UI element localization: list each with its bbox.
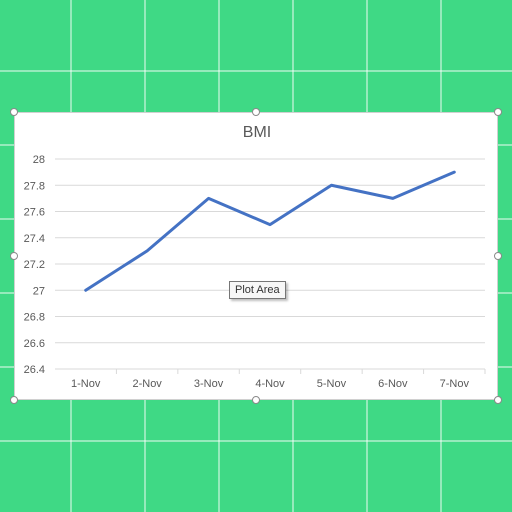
- x-tick-label: 6-Nov: [378, 378, 408, 390]
- y-tick-label: 28: [33, 154, 45, 166]
- y-tick-label: 27.2: [24, 259, 45, 271]
- resize-handle-bottom-left[interactable]: [10, 396, 18, 404]
- resize-handle-middle-left[interactable]: [10, 252, 18, 260]
- series-line[interactable]: [84, 170, 456, 292]
- plot-area-tooltip: Plot Area: [229, 281, 286, 299]
- chart-title[interactable]: BMI: [242, 124, 272, 141]
- chart-object[interactable]: BMI 26.4 26.6 26.8 27 27.2 27.4 27.6 27.8 28 1-No…: [14, 112, 498, 400]
- y-tick-label: 27.6: [24, 207, 45, 219]
- resize-handle-top-left[interactable]: [10, 108, 18, 116]
- x-tick-label: 1-Nov: [71, 378, 101, 390]
- plot-area[interactable]: 26.4 26.6 26.8 27 27.2 27.4 27.6 27.8 28 1-Nov 2-N…: [15, 113, 499, 401]
- y-tick-label: 27.8: [24, 180, 45, 192]
- resize-handle-top-right[interactable]: [494, 108, 502, 116]
- x-tick-label: 4-Nov: [255, 378, 285, 390]
- y-tick-label: 26.4: [24, 364, 45, 376]
- x-tick-label: 3-Nov: [194, 378, 224, 390]
- y-tick-label: 27: [33, 285, 45, 297]
- resize-handle-bottom-right[interactable]: [494, 396, 502, 404]
- x-tick-label: 7-Nov: [440, 378, 470, 390]
- resize-handle-top-center[interactable]: [252, 108, 260, 116]
- resize-handle-bottom-center[interactable]: [252, 396, 260, 404]
- y-tick-label: 26.6: [24, 338, 45, 350]
- resize-handle-middle-right[interactable]: [494, 252, 502, 260]
- y-tick-label: 27.4: [24, 233, 45, 245]
- y-tick-label: 26.8: [24, 312, 45, 324]
- x-tick-label: 2-Nov: [132, 378, 162, 390]
- x-tick-label: 5-Nov: [317, 378, 347, 390]
